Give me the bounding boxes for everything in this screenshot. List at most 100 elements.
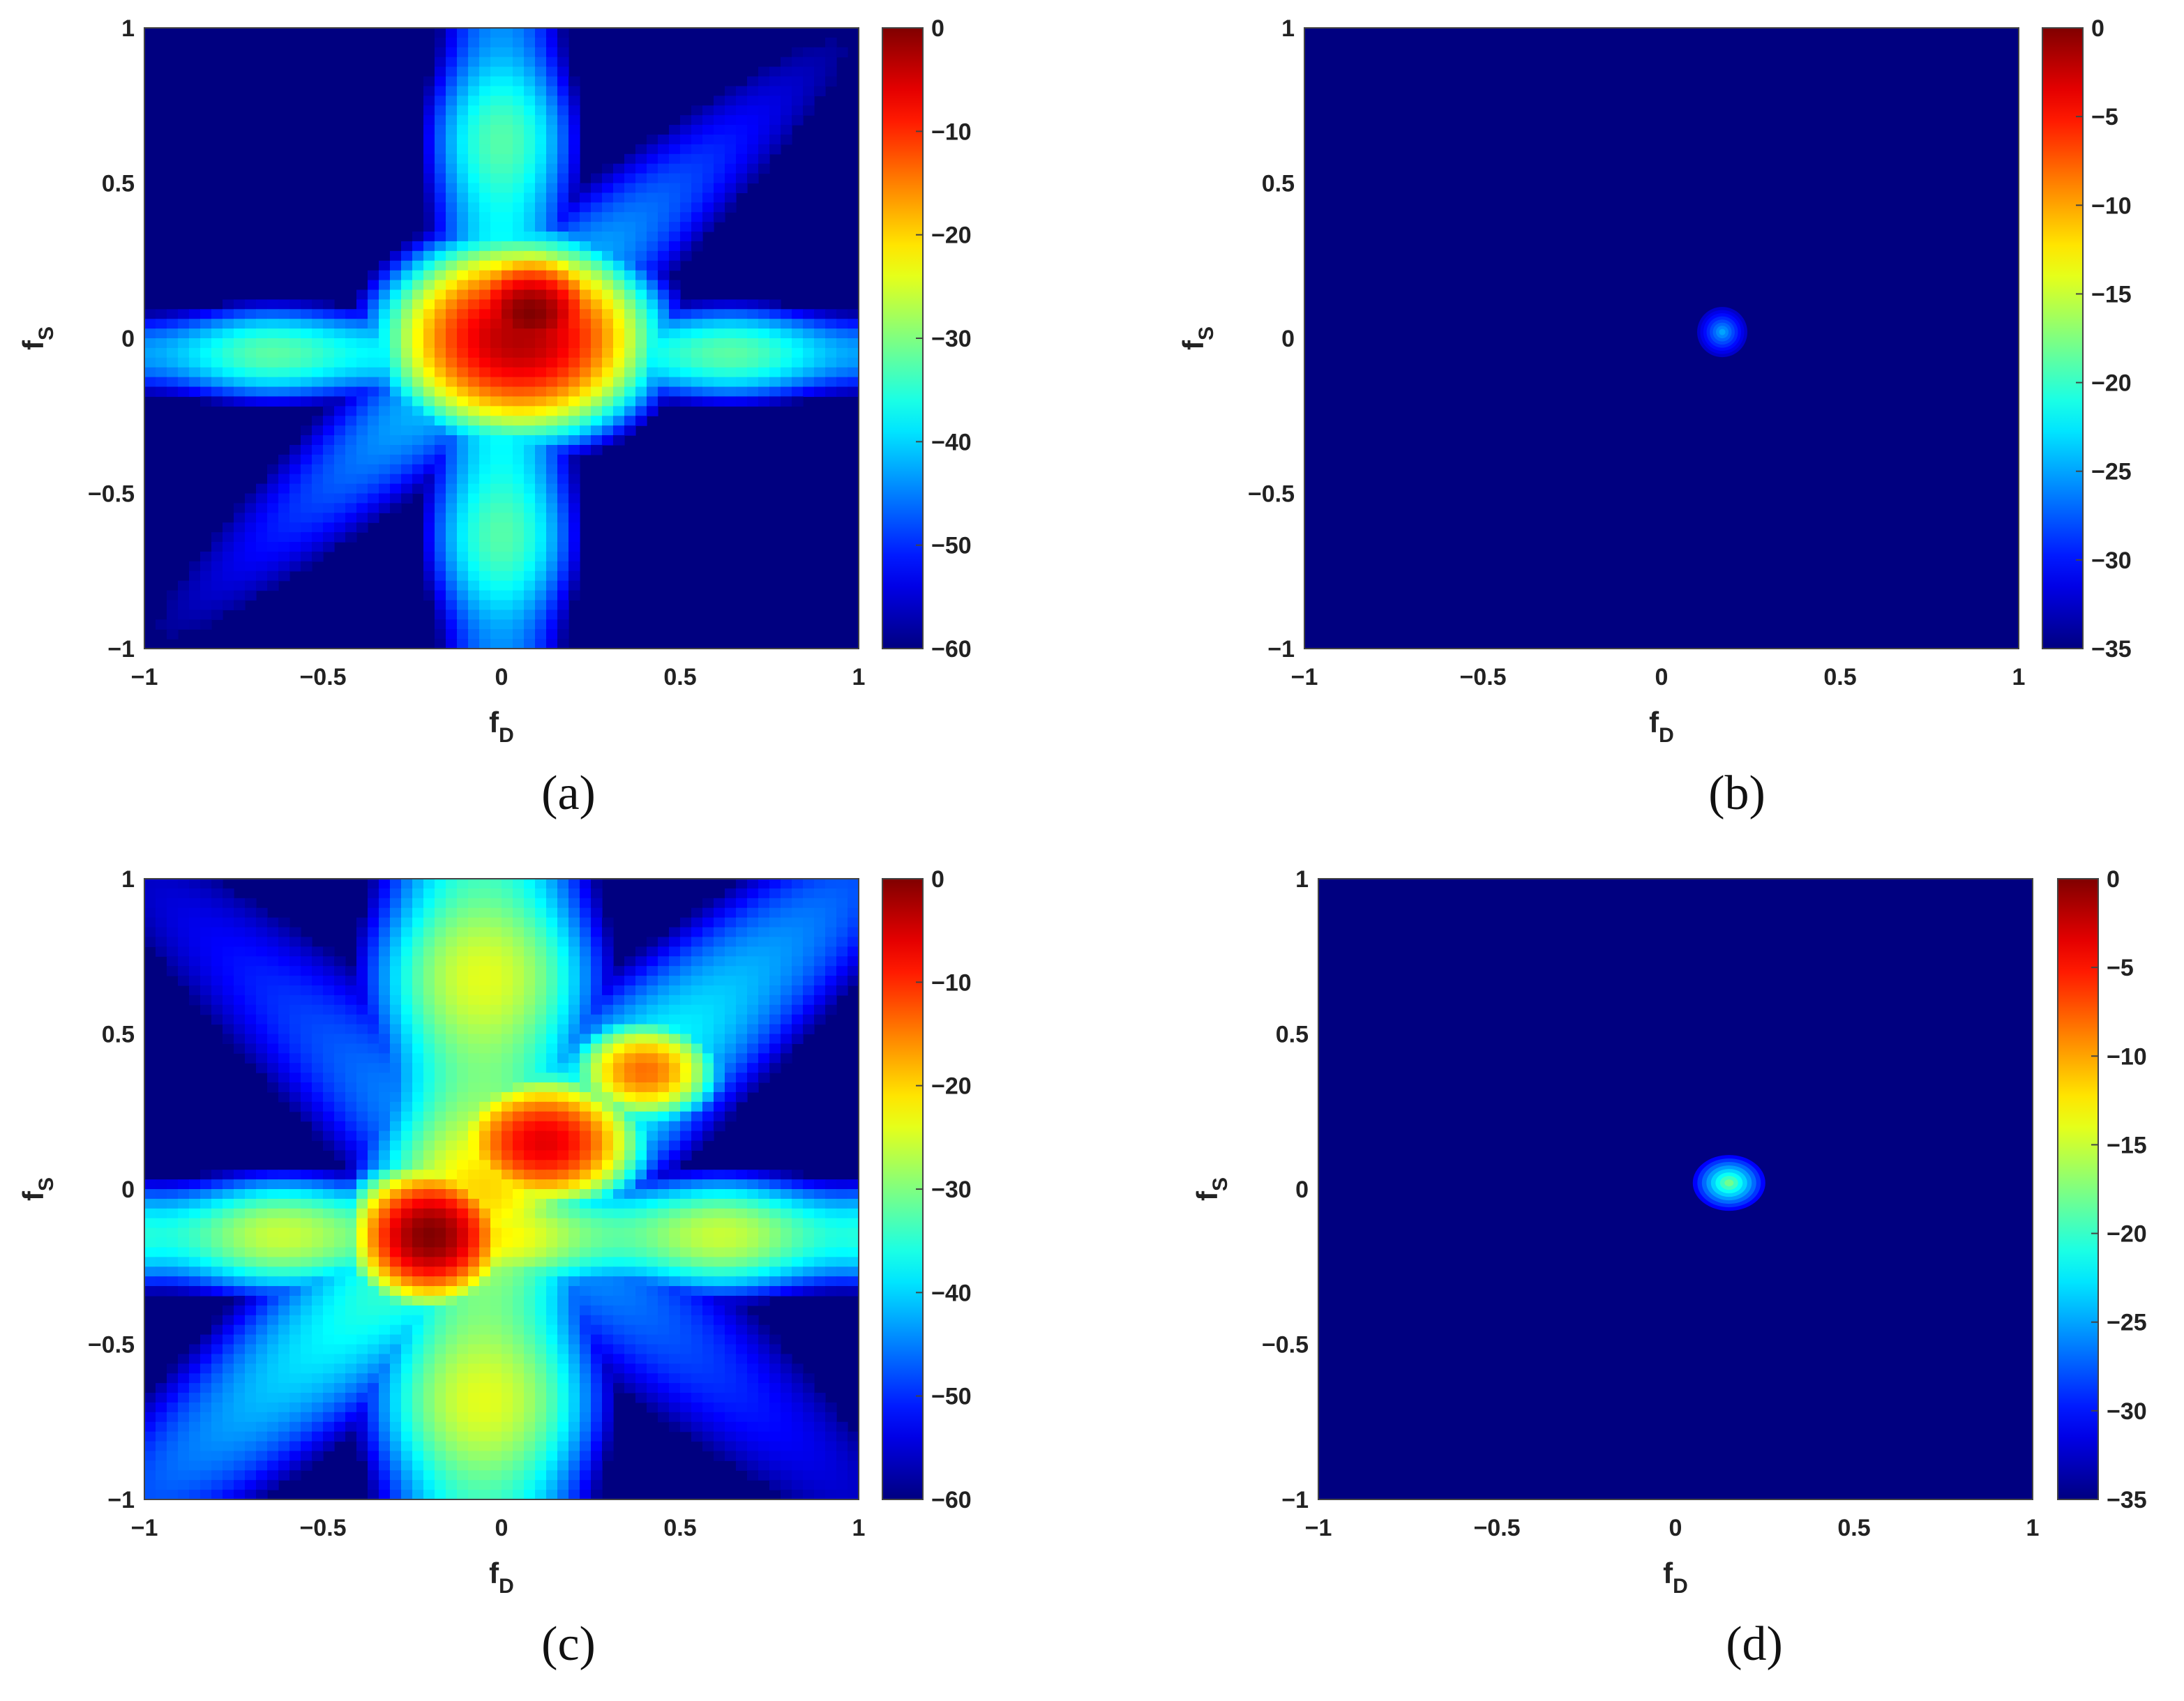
- heatmap-cell: [557, 299, 569, 310]
- heatmap-cell: [423, 590, 435, 601]
- heatmap-cell: [468, 1170, 480, 1180]
- heatmap-cell: [312, 985, 324, 996]
- heatmap-cell: [457, 483, 469, 494]
- heatmap-cell: [401, 1063, 413, 1073]
- heatmap-cell: [468, 1160, 480, 1170]
- heatmap-cell: [502, 1373, 513, 1384]
- heatmap-cell: [736, 898, 748, 909]
- heatmap-cell: [401, 966, 413, 976]
- heatmap-cell: [658, 173, 670, 184]
- heatmap-cell: [234, 1334, 246, 1345]
- heatmap-cell: [312, 396, 324, 407]
- heatmap-cell: [647, 1257, 658, 1267]
- heatmap-cell: [803, 66, 815, 77]
- heatmap-cell: [144, 1208, 156, 1219]
- heatmap-cell: [647, 1073, 658, 1083]
- heatmap-cell: [256, 1004, 268, 1015]
- heatmap-cell: [446, 250, 458, 262]
- heatmap-cell: [557, 1383, 569, 1393]
- heatmap-cell: [624, 1091, 636, 1103]
- heatmap-cell: [769, 76, 781, 87]
- heatmap-cell: [368, 493, 379, 504]
- heatmap-cell: [803, 927, 815, 938]
- heatmap-cell: [535, 1354, 547, 1364]
- heatmap-cell: [379, 483, 391, 494]
- heatmap-cell: [446, 1305, 458, 1316]
- heatmap-cell: [267, 946, 279, 957]
- heatmap-cell: [323, 522, 335, 533]
- heatmap-cell: [457, 1140, 469, 1151]
- heatmap-cell: [568, 1101, 580, 1112]
- heatmap-cell: [635, 192, 647, 203]
- heatmap-cell: [490, 1053, 502, 1064]
- heatmap-cell: [211, 917, 223, 928]
- heatmap-cell: [803, 917, 815, 928]
- heatmap-cell: [345, 1247, 357, 1257]
- heatmap-cell: [323, 1305, 335, 1316]
- heatmap-cell: [423, 212, 435, 222]
- heatmap-cell: [267, 1073, 279, 1083]
- heatmap-cell: [457, 416, 469, 426]
- heatmap-cell: [725, 976, 737, 986]
- heatmap-cell: [267, 493, 279, 504]
- heatmap-cell: [223, 1247, 234, 1257]
- heatmap-cell: [747, 966, 759, 976]
- heatmap-cell: [289, 1412, 301, 1423]
- heatmap-cell: [412, 1324, 424, 1336]
- heatmap-cell: [301, 1091, 312, 1103]
- heatmap-cell: [412, 270, 424, 281]
- heatmap-cell: [479, 976, 491, 986]
- heatmap-cell: [769, 134, 781, 145]
- heatmap-cell: [803, 907, 815, 918]
- heatmap-cell: [345, 1150, 357, 1161]
- heatmap-cell: [457, 289, 469, 300]
- heatmap-cell: [490, 600, 502, 610]
- heatmap-cell: [836, 1267, 848, 1277]
- heatmap-cell: [691, 1121, 703, 1132]
- heatmap-cell: [669, 1121, 681, 1132]
- heatmap-cell: [457, 1373, 469, 1384]
- heatmap-cell: [468, 183, 480, 194]
- heatmap-cell: [178, 898, 190, 909]
- heatmap-cell: [781, 1363, 792, 1374]
- heatmap-cell: [546, 270, 558, 281]
- heatmap-cell: [468, 570, 480, 582]
- heatmap-cell: [513, 183, 525, 194]
- heatmap-cell: [568, 1237, 580, 1248]
- heatmap-cell: [256, 299, 268, 310]
- heatmap-cell: [792, 105, 804, 116]
- heatmap-cell: [691, 1344, 703, 1355]
- heatmap-cell: [167, 1237, 179, 1248]
- heatmap-cell: [289, 976, 301, 986]
- heatmap-cell: [535, 163, 547, 174]
- heatmap-cell: [457, 47, 469, 58]
- heatmap-cell: [502, 1179, 513, 1190]
- heatmap-cell: [379, 956, 391, 967]
- heatmap-cell: [468, 56, 480, 68]
- heatmap-cell: [658, 153, 670, 165]
- heatmap-cell: [591, 425, 603, 436]
- heatmap-cell: [725, 299, 737, 310]
- heatmap-cell: [178, 1373, 190, 1384]
- heatmap-cell: [836, 377, 848, 388]
- heatmap-cell: [245, 995, 257, 1006]
- heatmap-cell: [691, 976, 703, 986]
- heatmap-cell: [803, 328, 815, 339]
- heatmap-cell: [211, 590, 223, 601]
- heatmap-cell: [468, 328, 480, 339]
- heatmap-cell: [546, 976, 558, 986]
- heatmap-cell: [490, 1189, 502, 1200]
- heatmap-cell: [557, 580, 569, 591]
- heatmap-cell: [691, 105, 703, 116]
- heatmap-cell: [557, 289, 569, 300]
- heatmap-cell: [736, 328, 748, 339]
- colorbar-tick-label: −40: [931, 429, 972, 455]
- heatmap-cell: [334, 1276, 346, 1287]
- heatmap-cell: [323, 1237, 335, 1248]
- heatmap-cell: [289, 1286, 301, 1296]
- heatmap-cell: [669, 1218, 681, 1229]
- y-tick-label: −0.5: [1248, 481, 1295, 508]
- heatmap-cell: [502, 144, 513, 155]
- heatmap-cell: [457, 917, 469, 928]
- heatmap-cell: [725, 105, 737, 116]
